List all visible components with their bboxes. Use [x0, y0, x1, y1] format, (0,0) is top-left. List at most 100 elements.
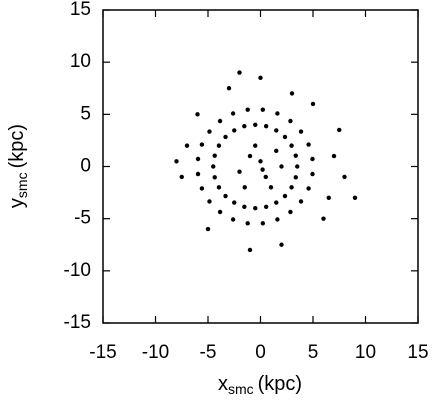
y-tick-label: 5: [80, 103, 91, 124]
point: [195, 156, 201, 162]
point: [279, 164, 284, 169]
point: [321, 216, 326, 221]
point: [223, 193, 228, 199]
x-tick-label: -15: [89, 342, 116, 363]
point: [258, 159, 263, 164]
point: [288, 118, 293, 124]
point: [274, 148, 279, 154]
y-tick-label: 10: [70, 51, 91, 72]
point: [211, 164, 216, 169]
point: [298, 129, 304, 134]
point: [247, 247, 253, 253]
point: [289, 185, 294, 190]
point: [326, 195, 331, 200]
point: [274, 128, 279, 133]
x-tick-label: -5: [200, 342, 217, 363]
point: [282, 193, 288, 199]
point: [226, 86, 232, 91]
point: [232, 128, 237, 133]
point: [293, 153, 298, 158]
point: [306, 142, 311, 147]
x-tick-label: 15: [407, 342, 428, 363]
x-label-main: x: [218, 373, 228, 395]
point: [260, 107, 266, 112]
y-label-sub: smc: [14, 172, 30, 198]
point: [207, 199, 212, 204]
point: [184, 143, 190, 148]
point: [207, 129, 212, 134]
point: [282, 134, 288, 140]
point: [242, 204, 247, 209]
point: [195, 112, 200, 117]
point: [230, 111, 236, 116]
y-label-unit: (kpc): [6, 124, 28, 168]
point: [199, 186, 205, 191]
point: [289, 143, 294, 148]
point: [212, 153, 217, 158]
point: [237, 169, 242, 174]
point: [217, 209, 223, 215]
point: [260, 167, 265, 172]
point: [216, 143, 222, 148]
point: [275, 111, 280, 116]
point: [275, 217, 280, 222]
point: [260, 221, 266, 226]
y-tick-label: 15: [70, 0, 91, 20]
point: [263, 204, 269, 209]
point: [195, 171, 201, 177]
x-tick-label: 5: [308, 342, 319, 363]
y-tick-label: 0: [80, 156, 91, 177]
point: [298, 199, 304, 204]
point: [245, 221, 250, 226]
y-tick-label: -10: [64, 260, 91, 281]
x-axis-label: xsmc (kpc): [218, 373, 302, 396]
point: [242, 185, 247, 190]
point: [253, 206, 258, 211]
y-label-main: y: [6, 198, 28, 208]
point: [268, 185, 274, 190]
point: [237, 70, 242, 75]
point: [352, 195, 358, 200]
x-tick-label: -10: [142, 342, 169, 363]
point: [242, 124, 247, 129]
point: [337, 127, 342, 133]
point: [216, 185, 222, 190]
point: [223, 134, 228, 140]
point: [245, 107, 250, 112]
point: [279, 242, 284, 247]
x-label-sub: smc: [228, 381, 254, 397]
y-tick-label: -5: [74, 208, 91, 229]
point: [217, 118, 223, 124]
point: [232, 200, 237, 205]
point: [274, 200, 279, 205]
x-tick-label: 0: [255, 342, 266, 363]
x-label-unit: (kpc): [258, 373, 302, 395]
point: [293, 175, 298, 180]
point: [263, 174, 268, 180]
y-axis-label: ysmc (kpc): [6, 124, 29, 208]
x-tick-label: 10: [355, 342, 376, 363]
point: [253, 122, 258, 127]
point: [230, 217, 236, 222]
point: [247, 153, 253, 159]
point: [253, 143, 258, 148]
point: [205, 226, 211, 232]
point: [179, 174, 184, 180]
point: [342, 174, 347, 180]
y-tick-label: -15: [64, 312, 91, 333]
point: [212, 175, 217, 180]
point: [199, 142, 205, 147]
point: [310, 101, 316, 107]
point: [174, 159, 179, 164]
plot-frame: [102, 9, 419, 324]
point: [310, 171, 315, 177]
point: [258, 75, 263, 81]
point: [295, 164, 300, 169]
point: [331, 153, 337, 159]
point: [306, 186, 311, 191]
point: [289, 91, 295, 96]
point: [288, 209, 293, 215]
point: [263, 124, 269, 129]
